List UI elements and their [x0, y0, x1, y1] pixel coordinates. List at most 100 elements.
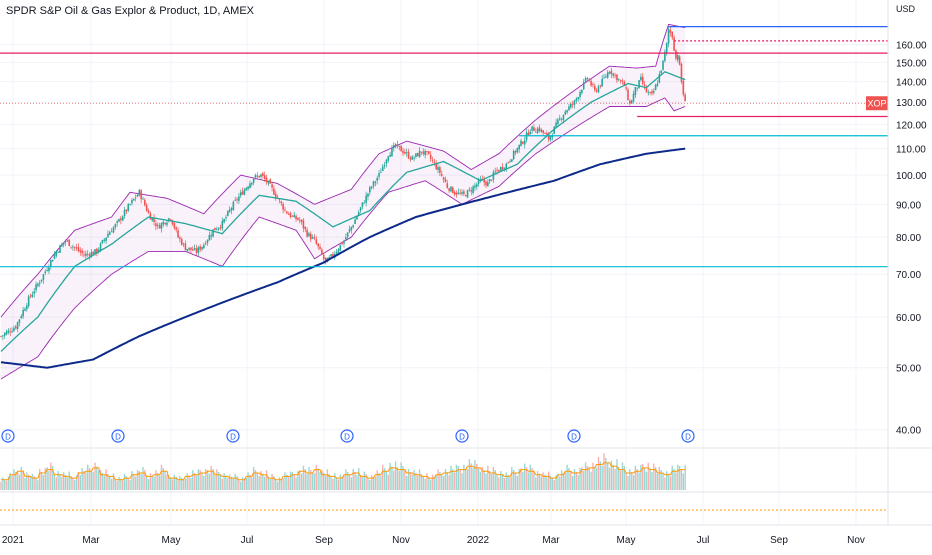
candle-body — [136, 194, 139, 197]
volume-bar — [428, 477, 430, 490]
candle-body — [241, 191, 244, 195]
candle — [16, 321, 19, 333]
volume-bar — [315, 464, 318, 490]
candle — [286, 210, 288, 215]
candle-body — [374, 181, 377, 183]
volume-bar — [536, 471, 539, 490]
volume-bar — [394, 461, 397, 490]
volume-bar — [155, 470, 157, 490]
candle-body — [383, 165, 386, 167]
candle-body — [335, 251, 338, 254]
volume-bar — [24, 478, 26, 490]
dividend-circle[interactable] — [340, 429, 354, 443]
dividend-marker[interactable]: D — [1, 429, 15, 443]
candle — [287, 211, 290, 215]
candle-body — [435, 163, 438, 170]
volume-bar — [614, 469, 616, 490]
volume-bar — [219, 474, 222, 490]
dividend-marker[interactable]: D — [681, 429, 695, 443]
volume-bar — [468, 459, 471, 490]
volume-bar — [62, 472, 65, 490]
volume-bar — [193, 472, 196, 490]
candle — [595, 88, 598, 93]
candle — [592, 82, 594, 88]
candle — [70, 246, 72, 250]
candle — [315, 236, 318, 245]
candle-body — [616, 74, 618, 81]
moving-averages — [0, 71, 686, 369]
candle-body — [442, 177, 445, 180]
dividend-circle[interactable] — [681, 429, 695, 443]
candle — [55, 250, 58, 258]
dividend-marker[interactable]: D — [340, 429, 354, 443]
volume-bar — [66, 477, 69, 490]
volume-bar — [173, 474, 176, 490]
candle — [191, 246, 194, 251]
candle-body — [258, 175, 260, 178]
volume-bar — [123, 473, 126, 490]
candle — [105, 237, 107, 245]
candle — [293, 211, 296, 218]
dividend-circle[interactable] — [455, 429, 469, 443]
volume-bar — [675, 472, 677, 490]
candle-body — [83, 254, 85, 256]
candle-body — [72, 246, 74, 248]
volume-bar — [271, 473, 273, 490]
dividend-circle[interactable] — [111, 429, 125, 443]
volume-bar — [634, 465, 637, 490]
candle-body — [212, 229, 214, 237]
candle — [640, 73, 642, 82]
candle-body — [490, 179, 493, 181]
candle — [647, 89, 650, 96]
candle-body — [112, 227, 115, 233]
candle — [540, 128, 543, 133]
dividend-marker[interactable]: D — [111, 429, 125, 443]
candle-body — [431, 159, 434, 161]
candle — [22, 306, 24, 319]
candle-body — [114, 224, 117, 228]
candle-body — [232, 201, 235, 210]
candle — [407, 148, 410, 160]
dividend-marker[interactable]: D — [455, 429, 469, 443]
candle — [682, 77, 685, 97]
candle — [608, 70, 611, 75]
candle — [536, 126, 539, 135]
candle-body — [485, 181, 487, 186]
candle — [109, 230, 111, 235]
dividend-circle[interactable] — [567, 429, 581, 443]
ticker-tag-bg — [866, 96, 888, 111]
candle — [450, 186, 452, 193]
candle-body — [367, 193, 369, 197]
volume-bar — [512, 470, 515, 490]
candle-body — [191, 249, 194, 251]
volume-bar — [199, 470, 201, 490]
candle — [26, 302, 28, 312]
volume-bar — [380, 475, 382, 490]
candle — [653, 88, 655, 95]
candle-body — [557, 119, 559, 124]
candle — [603, 74, 605, 80]
candle — [5, 329, 8, 336]
candle-body — [280, 201, 283, 204]
dividend-marker[interactable]: D — [567, 429, 581, 443]
candle — [57, 250, 59, 254]
dividend-circle[interactable] — [1, 429, 15, 443]
candle-body — [662, 60, 664, 70]
candle — [461, 189, 463, 196]
volume-bar — [590, 471, 592, 490]
volume-bar — [230, 476, 233, 490]
candle-body — [169, 219, 172, 221]
candle-body — [0, 336, 2, 337]
volume-bar — [520, 468, 522, 490]
volume-bar — [470, 463, 472, 490]
candle — [321, 247, 323, 256]
dividend-marker[interactable]: D — [226, 429, 240, 443]
dividend-circle[interactable] — [226, 429, 240, 443]
volume-bar — [560, 470, 563, 490]
volume-bar — [559, 476, 561, 490]
volume-bar — [378, 472, 380, 490]
candle — [86, 250, 89, 257]
